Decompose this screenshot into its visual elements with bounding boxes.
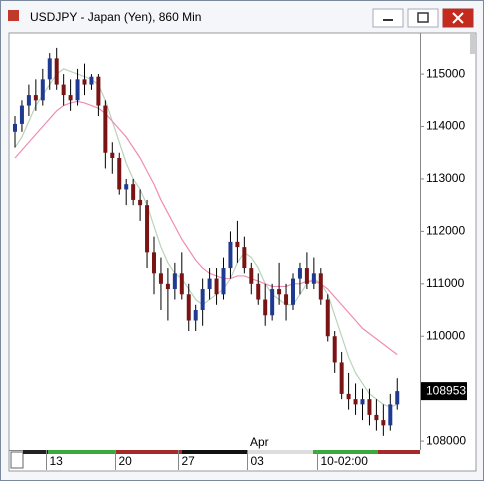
candle-body	[47, 58, 52, 80]
candle-body	[339, 362, 344, 394]
candle-body	[297, 268, 302, 279]
candle-body	[193, 310, 198, 321]
candle-body	[332, 336, 337, 363]
candle-body	[172, 273, 177, 290]
scroll-box[interactable]	[10, 451, 24, 469]
candle-body	[124, 184, 129, 190]
candle-body	[200, 289, 205, 311]
y-tick-label: 115000	[426, 66, 465, 80]
session-strip	[116, 450, 182, 454]
candle-body	[304, 268, 309, 284]
candle-body	[325, 299, 330, 337]
y-tick-label: 108000	[426, 433, 466, 447]
x-tick-label: 27	[182, 454, 196, 468]
month-label: Apr	[250, 435, 269, 449]
candle-body	[263, 299, 268, 316]
candle-body	[256, 283, 261, 300]
candle-body	[152, 252, 156, 274]
candle-body	[89, 76, 94, 85]
candle-body	[207, 278, 212, 290]
candle-body	[318, 273, 323, 300]
x-tick-label: 10-02:00	[321, 454, 369, 468]
app-icon	[8, 10, 19, 21]
candle-body	[145, 205, 150, 253]
candle-body	[131, 184, 136, 200]
candle-body	[179, 273, 184, 295]
candle-body	[82, 79, 87, 85]
maximize-button[interactable]	[407, 8, 439, 28]
candle-body	[68, 95, 73, 101]
moving-average-line	[14, 68, 398, 408]
candle-body	[346, 393, 351, 400]
candle-body	[353, 399, 358, 405]
candle-body	[374, 414, 379, 421]
x-tick-label: 03	[251, 454, 265, 468]
candle-body	[270, 289, 275, 316]
candle-body	[291, 278, 295, 305]
candle-body	[214, 278, 219, 295]
last-price-box	[421, 382, 467, 401]
candle-body	[110, 152, 115, 158]
y-tick-label: 114000	[426, 119, 465, 133]
candle-body	[221, 268, 226, 295]
candle-body	[235, 241, 240, 248]
y-tick-label: 113000	[426, 171, 465, 185]
scrollbar[interactable]	[470, 34, 476, 54]
candle-body	[138, 199, 143, 206]
candle-body	[284, 294, 289, 305]
maximize-icon	[417, 12, 429, 23]
session-strip	[48, 450, 116, 454]
candle-body	[40, 79, 45, 101]
candle-body	[367, 399, 372, 415]
candle-body	[395, 391, 400, 405]
candle-body	[33, 95, 38, 101]
candle-body	[75, 79, 80, 101]
candle-body	[242, 247, 247, 269]
window-title: USDJPY - Japan (Yen), 860 Min	[30, 10, 201, 24]
candle-body	[388, 404, 393, 426]
candle-body	[117, 157, 122, 190]
candle-body	[61, 84, 66, 96]
candle-body	[228, 241, 233, 269]
minimize-button[interactable]	[372, 8, 404, 28]
session-strip	[378, 450, 420, 454]
candle-body	[381, 420, 386, 426]
close-icon	[452, 12, 464, 24]
x-tick-label: 20	[119, 454, 133, 468]
last-price-label: 108953	[426, 383, 466, 397]
y-tick-label: 111000	[426, 276, 465, 290]
candle-body	[19, 105, 24, 124]
session-strip	[313, 450, 378, 454]
candle-body	[249, 268, 254, 284]
candle-body	[311, 273, 316, 284]
candle-body	[96, 76, 101, 106]
y-tick-label: 110000	[426, 328, 465, 342]
candle-body	[277, 289, 282, 295]
candle-body	[54, 58, 59, 85]
candle-body	[165, 283, 170, 290]
candle-body	[360, 399, 365, 405]
candle-body	[186, 294, 191, 321]
candle-body	[103, 105, 108, 153]
session-strip	[23, 450, 48, 454]
x-tick-label: 13	[50, 454, 64, 468]
y-tick-label: 112000	[426, 224, 465, 238]
session-strip	[248, 450, 313, 454]
candle-body	[13, 123, 17, 132]
candle-body	[26, 95, 31, 106]
candle-body	[158, 273, 163, 284]
moving-average-line	[14, 100, 398, 356]
session-strip	[182, 450, 248, 454]
